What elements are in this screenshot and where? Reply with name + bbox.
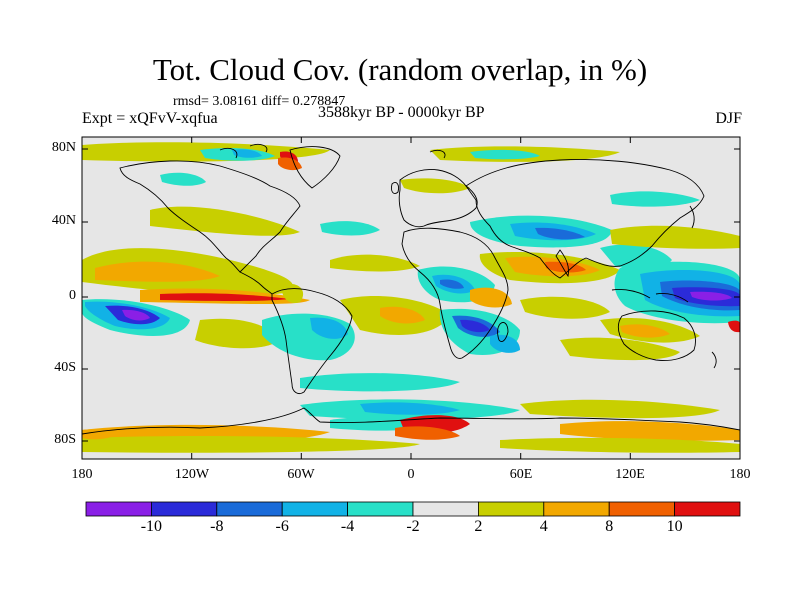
colorbar-swatch [281,501,349,517]
coastlines [82,143,740,435]
patch-spcz-pos4 [95,261,220,282]
patch-europe-pos [400,178,470,194]
patch-india-pos8 [545,261,586,273]
lat-label-80s: 80S [54,432,76,447]
patch-wpac-neg10 [690,291,732,301]
coast-central-america [239,271,273,295]
colorbar-label: 4 [539,518,548,535]
colorbar-label: 8 [605,518,614,535]
patch-so-neg4 [360,402,460,415]
coast-arctic-islands [219,143,446,159]
lon-label-120w: 120W [174,467,210,482]
patch-npac-neg [610,191,700,207]
lon-label-60w: 60W [287,467,315,482]
lat-label-eq: 0 [69,288,76,303]
coast-antarctica [82,407,740,435]
patch-pacific-neg10 [122,309,150,321]
coast-uk [391,181,399,195]
colorbar-swatch [543,501,610,517]
patch-ant-pos4 [500,437,740,453]
colorbar-swatch [608,501,676,517]
colorbar-label: 2 [474,518,483,535]
colorbar-label: -10 [140,518,163,535]
coast-madagascar [497,321,509,343]
patch-satlantic-pos4 [380,306,425,324]
patch-indian-pos [520,296,610,319]
coast-japan [689,205,695,229]
colorbar-label: -4 [340,518,355,535]
coast-asia [465,159,705,279]
coast-africa [401,227,509,359]
lat-label-40s: 40S [54,360,76,375]
experiment-label: Expt = xQFvV-xqfua [82,110,218,127]
patch-africa-pos [470,287,512,308]
coast-indonesia [611,289,689,303]
colorbar-swatch [216,501,283,517]
colorbar-swatch [477,501,545,517]
lon-label-180w: 180 [71,467,93,482]
period-label: 3588kyr BP - 0000kyr BP [318,104,485,121]
patch-mid-lat-pos [330,254,420,272]
colorbar-label: 10 [666,518,683,535]
patch-so-pos [520,399,720,419]
patch-so-neg [300,373,460,392]
patch-ant-far-left [82,429,114,440]
patch-ant-pos2 [82,436,420,453]
colorbar-swatch [85,501,152,517]
patch-atl-neg [320,221,380,236]
coast-south-america [271,288,353,395]
lat-label-80n: 80N [51,140,76,155]
patch-natl-band [150,206,300,236]
patch-aus-pos [560,337,680,361]
lon-label-0: 0 [407,467,415,482]
colorbar [85,501,741,517]
patch-safrica-neg8 [460,319,490,333]
coast-north-america [119,160,301,273]
colorbar-swatch [347,501,414,517]
colorbar-swatch [150,501,218,517]
patch-npac-pos [610,225,740,249]
patch-spac-pos4 [620,324,670,338]
patch-dateline-red [728,320,740,333]
colorbar-swatch [674,501,741,517]
lon-ticks [81,137,741,459]
colorbar-swatch [412,501,479,517]
map-title: Tot. Cloud Cov. (random overlap, in %) [152,52,648,87]
patch-arctic-neg4 [232,149,262,158]
coast-india [555,249,569,278]
stats-text: rmsd= 3.08161 diff= 0.278847 [173,94,346,109]
colorbar-label: -8 [210,518,224,535]
lon-label-120e: 120E [615,467,645,482]
patch-siberia-neg [470,149,540,160]
season-label: DJF [715,110,742,127]
patch-canada-neg [160,172,206,186]
coast-greenland [289,146,341,189]
coast-new-zealand [711,351,717,369]
lat-ticks [82,148,740,442]
lon-label-60e: 60E [509,467,533,482]
patch-equatorial-red [160,293,290,301]
patch-se-pacific-pos [195,318,280,349]
lat-label-40n: 40N [51,213,76,228]
patch-sa-neg4 [310,317,348,339]
colorbar-label: -6 [275,518,289,535]
lon-label-180e: 180 [729,467,751,482]
patch-ant-orange [395,426,460,440]
patch-madagascar-neg [490,334,520,353]
colorbar-label: -2 [406,518,420,535]
patch-africa-neg6 [440,279,464,289]
coast-europe [398,169,478,228]
patch-med-neg6 [535,227,585,240]
patch-ant-pos3 [560,421,740,441]
coast-australia [617,310,696,361]
